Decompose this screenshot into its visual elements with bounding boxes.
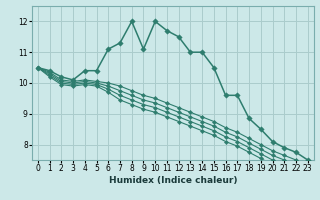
X-axis label: Humidex (Indice chaleur): Humidex (Indice chaleur) xyxy=(108,176,237,185)
